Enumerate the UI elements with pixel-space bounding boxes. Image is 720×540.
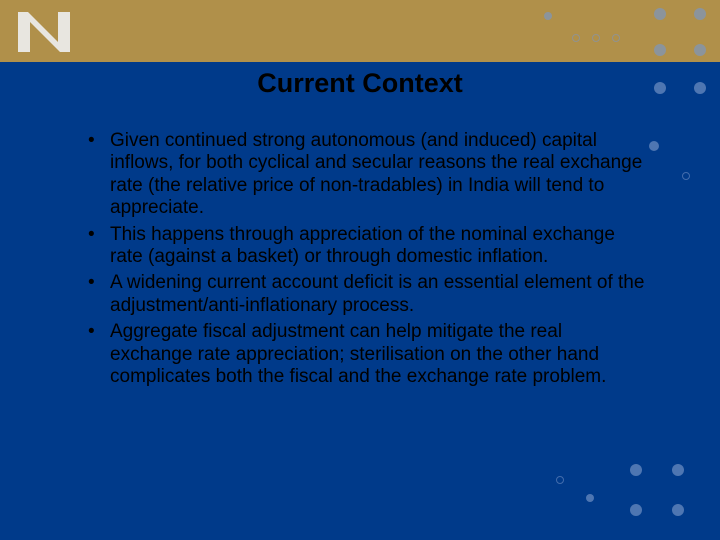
decor-dot	[556, 476, 564, 484]
decor-dot	[649, 141, 659, 151]
decor-dot	[612, 34, 620, 42]
bullet-list: Given continued strong autonomous (and i…	[88, 130, 648, 388]
bullet-item: This happens through appreciation of the…	[88, 224, 648, 269]
decor-dot	[694, 8, 706, 20]
bullet-item: Given continued strong autonomous (and i…	[88, 130, 648, 220]
logo-n-icon	[16, 8, 72, 54]
decor-dot	[672, 504, 684, 516]
decor-dot	[672, 464, 684, 476]
decor-dot	[654, 44, 666, 56]
decor-dot	[682, 172, 690, 180]
decor-dot	[630, 504, 642, 516]
decor-dot	[630, 464, 642, 476]
decor-dot	[654, 8, 666, 20]
top-band	[0, 0, 720, 62]
decor-dot	[544, 12, 552, 20]
slide-body: Given continued strong autonomous (and i…	[88, 130, 648, 392]
slide-title: Current Context	[0, 68, 720, 99]
decor-dot	[592, 34, 600, 42]
decor-dot	[694, 44, 706, 56]
bullet-item: A widening current account deficit is an…	[88, 272, 648, 317]
decor-dot	[572, 34, 580, 42]
slide-root: Current Context Given continued strong a…	[0, 0, 720, 540]
decor-dot	[586, 494, 594, 502]
bullet-item: Aggregate fiscal adjustment can help mit…	[88, 321, 648, 388]
